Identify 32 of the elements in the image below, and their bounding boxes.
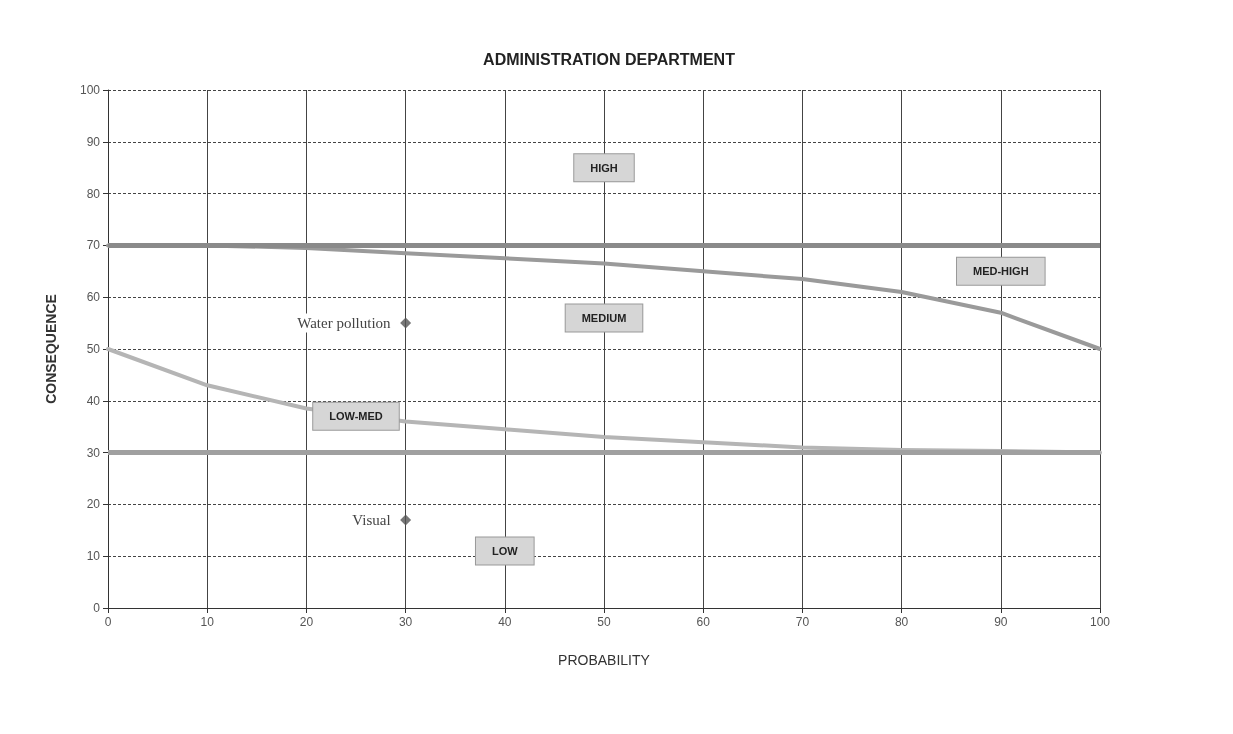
y-tick-label: 60 xyxy=(86,290,101,305)
x-tick-label: 0 xyxy=(104,615,112,629)
x-tick-label: 40 xyxy=(498,615,512,629)
x-tick-label: 30 xyxy=(398,615,413,629)
y-tick-label: 100 xyxy=(79,83,101,97)
y-tick-label: 10 xyxy=(86,549,101,564)
x-tick-label: 90 xyxy=(994,615,1008,629)
chart-title: ADMINISTRATION DEPARTMENT xyxy=(483,50,736,68)
y-tick-label: 20 xyxy=(86,497,101,512)
x-axis-title: PROBABILITY xyxy=(558,652,651,668)
x-tick-label: 100 xyxy=(1089,615,1111,629)
annotation: Water pollution xyxy=(297,315,392,332)
y-tick-label: 0 xyxy=(93,601,101,615)
x-tick-label: 70 xyxy=(795,615,810,629)
x-tick-label: 50 xyxy=(597,615,611,629)
y-tick-label: 80 xyxy=(86,186,101,201)
y-tick-label: 90 xyxy=(86,134,101,149)
y-tick-label: 30 xyxy=(86,445,101,460)
y-tick-label: 40 xyxy=(86,393,101,408)
annotation: Visual xyxy=(352,511,391,528)
annotation: LOW xyxy=(491,545,519,558)
annotation: MEDIUM xyxy=(581,311,627,324)
x-tick-label: 20 xyxy=(299,615,314,629)
y-tick-label: 70 xyxy=(86,238,101,253)
y-tick-label: 50 xyxy=(86,342,101,356)
y-axis-title: CONSEQUENCE xyxy=(43,294,59,404)
annotation: HIGH xyxy=(590,161,618,174)
x-tick-label: 80 xyxy=(894,615,909,629)
x-tick-label: 10 xyxy=(200,615,215,629)
annotation: MED-HIGH xyxy=(973,265,1029,278)
x-tick-label: 60 xyxy=(696,615,711,629)
annotation: LOW-MED xyxy=(329,410,383,423)
